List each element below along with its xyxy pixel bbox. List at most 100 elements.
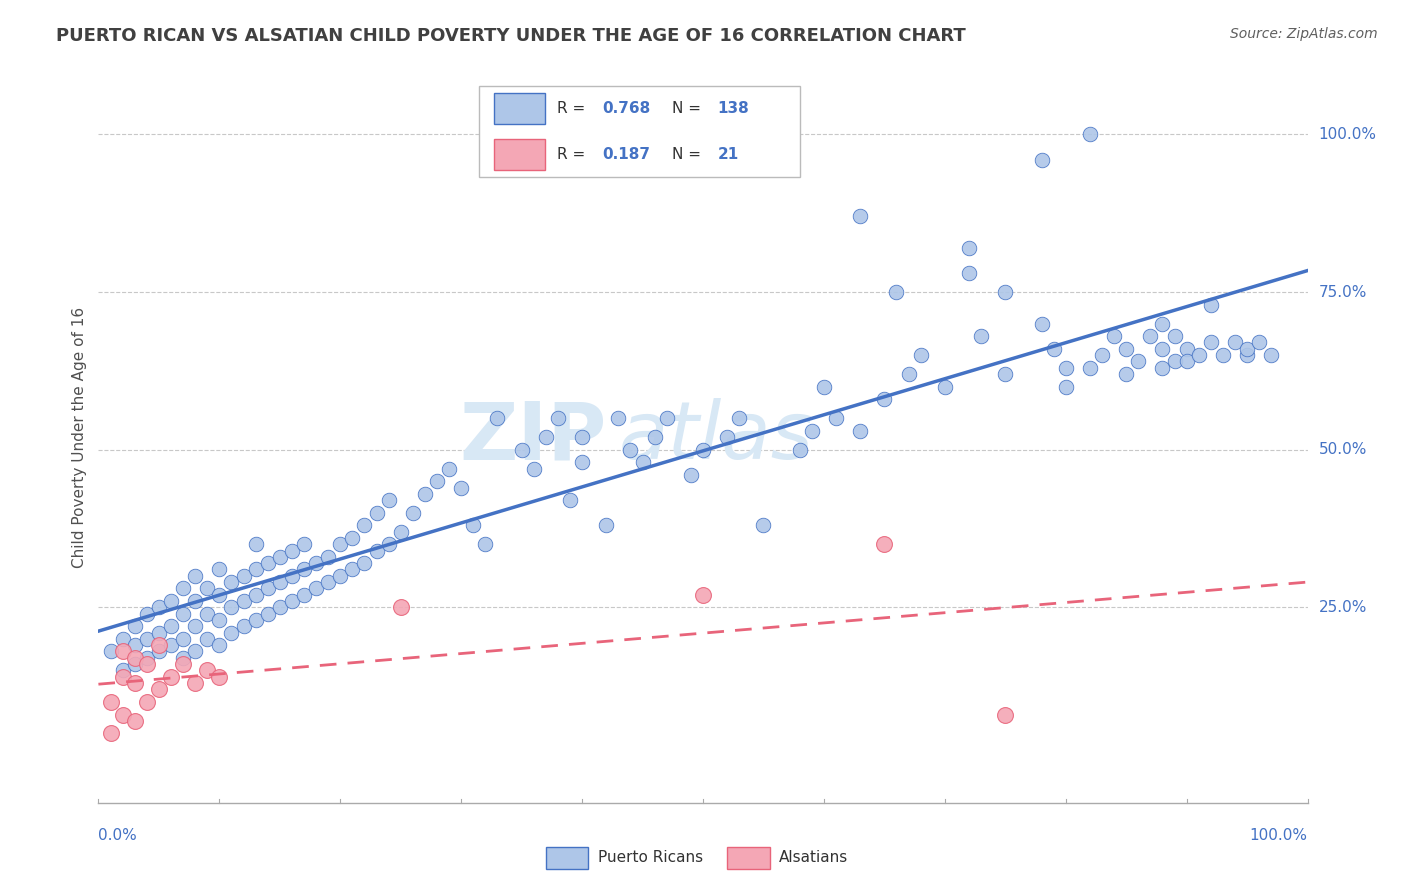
Point — [1042, 342, 1064, 356]
Point — [184, 676, 207, 690]
Point — [221, 575, 243, 590]
Point — [1188, 348, 1211, 362]
Text: 25.0%: 25.0% — [1319, 599, 1367, 615]
Point — [1115, 367, 1137, 381]
Point — [245, 613, 267, 627]
Point — [849, 210, 872, 224]
Point — [377, 537, 399, 551]
Point — [1128, 354, 1150, 368]
Point — [897, 367, 920, 381]
Text: 0.0%: 0.0% — [98, 828, 138, 843]
Point — [281, 594, 304, 608]
Point — [353, 556, 375, 570]
Point — [281, 543, 304, 558]
Point — [353, 518, 375, 533]
Point — [994, 367, 1017, 381]
Point — [208, 638, 231, 652]
Text: 21: 21 — [717, 147, 738, 162]
Point — [957, 266, 980, 280]
Point — [1078, 360, 1101, 375]
Point — [910, 348, 932, 362]
Point — [679, 467, 702, 482]
Point — [716, 430, 738, 444]
Point — [366, 543, 388, 558]
Point — [100, 726, 122, 740]
Point — [232, 594, 254, 608]
Point — [256, 607, 278, 621]
Point — [208, 613, 231, 627]
Point — [100, 695, 122, 709]
Point — [329, 569, 352, 583]
Point — [232, 569, 254, 583]
Point — [1031, 153, 1053, 167]
Point — [124, 676, 146, 690]
Point — [135, 607, 157, 621]
Point — [849, 424, 872, 438]
Point — [437, 461, 460, 475]
Point — [1078, 128, 1101, 142]
Point — [450, 481, 472, 495]
Point — [221, 625, 243, 640]
Point — [172, 607, 194, 621]
Point — [160, 638, 183, 652]
Point — [389, 600, 412, 615]
Point — [825, 411, 848, 425]
Y-axis label: Child Poverty Under the Age of 16: Child Poverty Under the Age of 16 — [72, 307, 87, 567]
Point — [292, 588, 315, 602]
Point — [256, 556, 278, 570]
FancyBboxPatch shape — [546, 847, 588, 869]
Text: 0.768: 0.768 — [603, 102, 651, 116]
Point — [970, 329, 993, 343]
Point — [463, 518, 485, 533]
Point — [426, 474, 449, 488]
Point — [148, 644, 170, 658]
Point — [886, 285, 908, 299]
Point — [135, 650, 157, 665]
Point — [124, 638, 146, 652]
Point — [366, 506, 388, 520]
Text: Source: ZipAtlas.com: Source: ZipAtlas.com — [1230, 27, 1378, 41]
Point — [135, 695, 157, 709]
Text: 100.0%: 100.0% — [1319, 127, 1376, 142]
Point — [184, 644, 207, 658]
Point — [184, 569, 207, 583]
Point — [111, 707, 134, 722]
Point — [1199, 335, 1222, 350]
Point — [873, 537, 896, 551]
Point — [752, 518, 775, 533]
Point — [631, 455, 654, 469]
Point — [1199, 298, 1222, 312]
Point — [305, 582, 328, 596]
Point — [111, 632, 134, 646]
Point — [208, 670, 231, 684]
Point — [1163, 354, 1185, 368]
Point — [1163, 329, 1185, 343]
Point — [1091, 348, 1114, 362]
FancyBboxPatch shape — [494, 139, 544, 169]
Point — [1260, 348, 1282, 362]
FancyBboxPatch shape — [727, 847, 769, 869]
Point — [292, 562, 315, 576]
Point — [1236, 342, 1258, 356]
Point — [148, 682, 170, 697]
Point — [800, 424, 823, 438]
Point — [124, 619, 146, 633]
Point — [172, 657, 194, 671]
Point — [292, 537, 315, 551]
Point — [111, 664, 134, 678]
Point — [269, 549, 291, 564]
Point — [1152, 360, 1174, 375]
Text: N =: N = — [672, 147, 706, 162]
Point — [402, 506, 425, 520]
Point — [208, 562, 231, 576]
Text: 100.0%: 100.0% — [1250, 828, 1308, 843]
Point — [534, 430, 557, 444]
Point — [1031, 317, 1053, 331]
Point — [124, 650, 146, 665]
Point — [1249, 335, 1271, 350]
Point — [558, 493, 581, 508]
Point — [148, 625, 170, 640]
Point — [100, 644, 122, 658]
Point — [486, 411, 509, 425]
Point — [1212, 348, 1234, 362]
